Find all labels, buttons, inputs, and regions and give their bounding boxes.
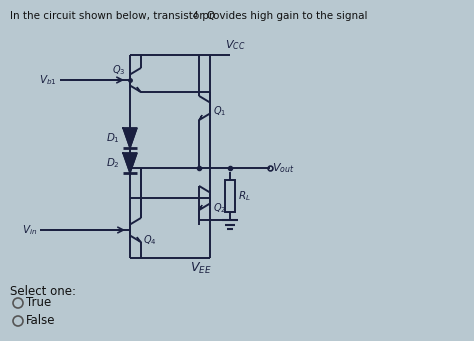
Text: $D_1$: $D_1$ bbox=[106, 131, 120, 145]
Text: $Q_1$: $Q_1$ bbox=[213, 104, 226, 118]
Text: $V_{b1}$: $V_{b1}$ bbox=[39, 73, 57, 87]
Polygon shape bbox=[199, 115, 202, 120]
Text: $Q_2$: $Q_2$ bbox=[213, 201, 226, 215]
Text: In the circuit shown below, transistor Q: In the circuit shown below, transistor Q bbox=[10, 11, 215, 21]
Text: $V_{in}$: $V_{in}$ bbox=[22, 223, 37, 237]
Text: Select one:: Select one: bbox=[10, 285, 76, 298]
Polygon shape bbox=[199, 205, 202, 210]
Text: $Q_3$: $Q_3$ bbox=[111, 63, 125, 77]
Text: $V_{CC}$: $V_{CC}$ bbox=[225, 38, 246, 52]
Text: provides high gain to the signal: provides high gain to the signal bbox=[199, 11, 367, 21]
Text: $Q_4$: $Q_4$ bbox=[143, 233, 156, 247]
Text: $D_2$: $D_2$ bbox=[106, 156, 120, 170]
Text: True: True bbox=[26, 297, 51, 310]
Text: $V_{out}$: $V_{out}$ bbox=[272, 161, 295, 175]
Polygon shape bbox=[123, 128, 137, 148]
Polygon shape bbox=[123, 153, 137, 173]
Bar bbox=[225, 180, 235, 212]
Polygon shape bbox=[137, 237, 141, 242]
Text: $V_{EE}$: $V_{EE}$ bbox=[190, 261, 211, 276]
Text: 4: 4 bbox=[193, 11, 198, 20]
Polygon shape bbox=[137, 87, 141, 92]
Text: $R_L$: $R_L$ bbox=[238, 189, 251, 203]
Text: False: False bbox=[26, 314, 55, 327]
